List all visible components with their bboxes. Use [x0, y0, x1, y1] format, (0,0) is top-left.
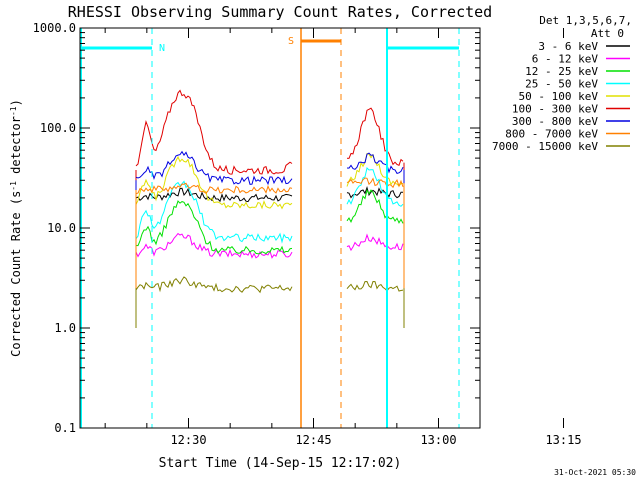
series-line-segment-2	[346, 186, 403, 199]
legend-label: 12 - 25 keV	[525, 65, 598, 78]
chart-title: RHESSI Observing Summary Count Rates, Co…	[68, 3, 492, 21]
legend-label: 300 - 800 keV	[512, 115, 598, 128]
series-line-segment-1	[135, 182, 293, 195]
series-line-segment-1	[135, 180, 293, 244]
x-tick-label: 12:30	[170, 433, 206, 447]
x-tick-label: 13:15	[545, 433, 581, 447]
saa-label: S	[288, 36, 294, 47]
y-tick-label: 1.0	[54, 321, 76, 335]
series-line-segment-1	[135, 155, 293, 210]
series-line-segment-1	[135, 89, 293, 175]
legend-label: 800 - 7000 keV	[505, 128, 598, 141]
legend-label: 7000 - 15000 keV	[492, 140, 598, 153]
legend-label: 50 - 100 keV	[519, 90, 599, 103]
night-label: N	[159, 43, 165, 54]
series-line-segment-1	[135, 276, 293, 294]
legend-label: 6 - 12 keV	[532, 53, 599, 66]
timestamp: 31-Oct-2021 05:30	[554, 468, 636, 477]
series-layer	[135, 89, 405, 328]
axis-layer: 0.1 1.0 10.0 100.0 1000.0 12:30 12:45 13:00 13:1…	[33, 21, 582, 447]
series-line-segment-1	[135, 232, 293, 259]
series-line-segment-2	[346, 177, 404, 189]
legend-label: 25 - 50 keV	[525, 78, 598, 91]
y-tick-label: 0.1	[54, 421, 76, 435]
annotation-layer: NS	[80, 28, 460, 428]
legend-att: Att 0	[591, 27, 624, 40]
series-line-segment-1	[135, 187, 293, 203]
y-tick-label: 1000.0	[33, 21, 76, 35]
series-line-segment-2	[346, 167, 404, 207]
y-tick-label: 10.0	[47, 221, 76, 235]
series-line-segment-2	[346, 233, 404, 252]
series-line-segment-2	[346, 107, 404, 166]
y-axis-label: Corrected Count Rate (s-1 detector-1)	[9, 99, 24, 357]
x-tick-label: 12:45	[295, 433, 331, 447]
series-line-segment-2	[346, 188, 404, 224]
legend-label: 100 - 300 keV	[512, 103, 598, 116]
plot-frame	[79, 27, 481, 429]
legend-label: 3 - 6 keV	[538, 40, 598, 53]
series-line-segment-1	[135, 150, 293, 186]
legend-title: Det 1,3,5,6,7,	[539, 14, 632, 27]
series-line-segment-2	[346, 280, 404, 292]
x-axis-label: Start Time (14-Sep-15 12:17:02)	[159, 456, 402, 471]
series-line-segment-1	[135, 200, 293, 255]
series-line-segment-2	[346, 152, 404, 174]
y-tick-label: 100.0	[40, 121, 76, 135]
x-tick-label: 13:00	[420, 433, 456, 447]
